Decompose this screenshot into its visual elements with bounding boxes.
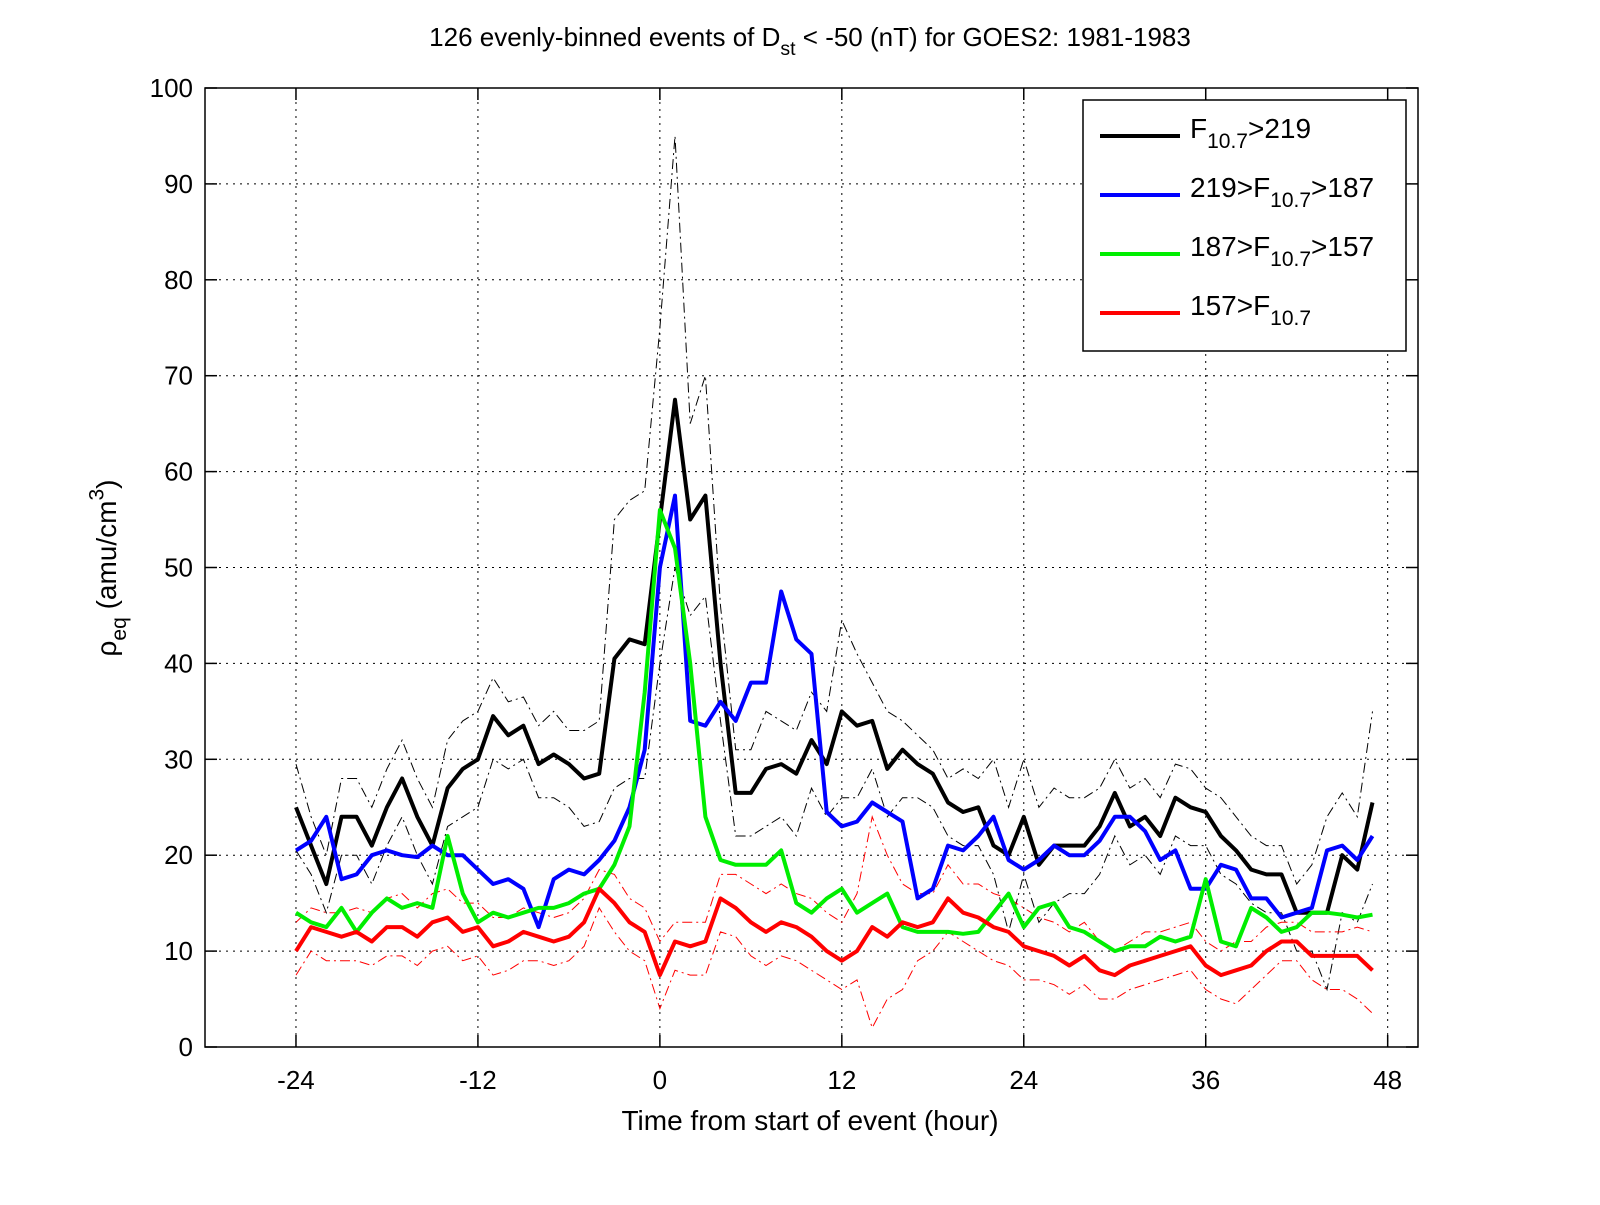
x-tick-label: 24: [1009, 1065, 1038, 1095]
band-line: [295, 135, 1373, 885]
series-line: [294, 493, 1375, 930]
series-line: [294, 886, 1374, 978]
y-tick-label: 10: [164, 936, 193, 966]
y-tick-label: 50: [164, 553, 193, 583]
rich-text: 219>F10.7>187: [1190, 172, 1374, 212]
text-piece: 10.7: [1207, 130, 1248, 153]
rich-text: 187>F10.7>157: [1190, 231, 1374, 271]
text-piece: >157: [1311, 231, 1374, 262]
rich-text: 157>F10.7: [1190, 290, 1311, 330]
text-piece: 3: [85, 489, 108, 501]
rich-text: Time from start of event (hour): [621, 1105, 998, 1136]
axes-frame: [204, 87, 1419, 1048]
text-piece: 10.7: [1270, 307, 1311, 330]
y-tick-label: 90: [164, 169, 193, 199]
text-piece: Time from start of event (hour): [621, 1105, 998, 1136]
band-line: [295, 906, 1373, 1030]
text-piece: ): [91, 480, 122, 489]
x-tick-label: 0: [653, 1065, 667, 1095]
text-piece: F: [1190, 113, 1207, 144]
y-tick-label: 20: [164, 840, 193, 870]
text-piece: >219: [1248, 113, 1311, 144]
text-piece: (amu/cm: [91, 501, 122, 618]
x-tick-label: 12: [827, 1065, 856, 1095]
y-tick-label: 0: [179, 1032, 193, 1062]
y-tick-label: 100: [150, 73, 193, 103]
x-tick-label: -12: [459, 1065, 497, 1095]
band-line: [295, 567, 1373, 992]
text-piece: st: [780, 38, 796, 60]
text-piece: 10.7: [1270, 189, 1311, 212]
y-tick-label: 40: [164, 648, 193, 678]
text-piece: 10.7: [1270, 248, 1311, 271]
y-tick-label: 80: [164, 265, 193, 295]
legend-box: [1082, 99, 1407, 352]
x-tick-label: 48: [1373, 1065, 1402, 1095]
rich-text: F10.7>219: [1190, 113, 1311, 153]
text-piece: eq: [108, 617, 131, 640]
text-piece: ρ: [91, 641, 122, 657]
y-tick-label: 30: [164, 744, 193, 774]
text-piece: 219>F: [1190, 172, 1270, 203]
text-piece: 187>F: [1190, 231, 1270, 262]
series-line: [294, 508, 1373, 954]
y-tick-label: 60: [164, 457, 193, 487]
text-piece: 126 evenly-binned events of D: [429, 22, 780, 52]
rich-text: ρeq (amu/cm3): [85, 480, 130, 657]
text-piece: 157>F: [1190, 290, 1270, 321]
text-piece: >187: [1311, 172, 1374, 203]
y-tick-label: 70: [164, 361, 193, 391]
series-line: [294, 397, 1375, 915]
x-tick-label: 36: [1191, 1065, 1220, 1095]
x-tick-label: -24: [277, 1065, 315, 1095]
rich-text: 126 evenly-binned events of Dst < -50 (n…: [429, 22, 1191, 60]
text-piece: < -50 (nT) for GOES2: 1981-1983: [796, 22, 1191, 52]
